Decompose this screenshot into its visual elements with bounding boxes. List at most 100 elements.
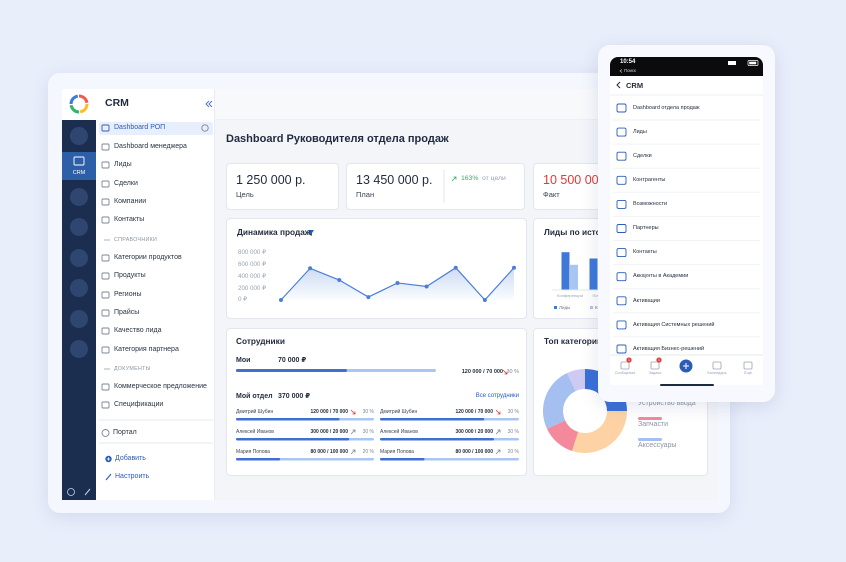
nav-item: Регионы bbox=[114, 290, 142, 298]
bar bbox=[570, 264, 578, 290]
legend-label: Лиды bbox=[559, 304, 571, 310]
employee-change: 30 % bbox=[362, 409, 374, 415]
status-signal bbox=[728, 61, 736, 65]
nav-item: Dashboard РОП bbox=[114, 123, 166, 131]
point bbox=[453, 265, 458, 270]
y-tick-label: 600 000 ₽ bbox=[238, 261, 267, 269]
employee-name: Алексей Иванов bbox=[236, 429, 274, 435]
legend-label: Запчасти bbox=[638, 420, 669, 428]
nav-item: Контакты bbox=[114, 215, 145, 223]
menu-item[interactable]: Контакты bbox=[633, 249, 657, 256]
page-title: Dashboard Руководителя отдела продаж bbox=[226, 133, 449, 146]
nav-item: Dashboard менеджера bbox=[114, 142, 187, 150]
menu-item[interactable]: Контрагенты bbox=[633, 177, 666, 183]
y-tick-label: 400 000 ₽ bbox=[238, 272, 267, 280]
active-item[interactable] bbox=[99, 122, 213, 135]
section-heading: ДОКУМЕНТЫ bbox=[114, 365, 151, 372]
menu-icon bbox=[616, 296, 627, 306]
menu-item[interactable]: Dashboard отдела продаж bbox=[633, 104, 700, 111]
section-heading: СПРАВОЧНИКИ bbox=[114, 236, 158, 243]
kpi-card bbox=[226, 163, 339, 210]
menu-icon bbox=[616, 224, 627, 233]
configure-button: Настроить bbox=[115, 472, 150, 480]
employee-change: 20 % bbox=[362, 449, 374, 455]
kpi-change-note: от цели bbox=[482, 174, 506, 182]
menu-icon bbox=[616, 344, 627, 354]
tab-icon bbox=[743, 361, 753, 370]
icon bbox=[101, 272, 110, 280]
rail-button bbox=[70, 127, 88, 145]
donut-segment bbox=[572, 411, 627, 453]
trend-up-icon bbox=[495, 429, 501, 435]
menu-item[interactable]: Лиды bbox=[633, 128, 647, 135]
all-employees-link[interactable]: Все сотрудники bbox=[475, 393, 519, 400]
rail-button bbox=[70, 279, 88, 297]
point bbox=[337, 278, 342, 283]
nav-item: Категории продуктов bbox=[114, 253, 182, 261]
icon bbox=[101, 180, 110, 188]
sidebar-title: CRM bbox=[105, 96, 129, 109]
status-time: 10:54 bbox=[620, 59, 636, 66]
menu-item[interactable]: Партнеры bbox=[633, 225, 659, 232]
y-tick-label: 800 000 ₽ bbox=[238, 249, 267, 257]
employee-name: Дмитрий Шубин bbox=[380, 409, 418, 415]
status-bar bbox=[610, 57, 763, 76]
chart-title: Лиды по источникам bbox=[544, 227, 631, 238]
menu-icon bbox=[616, 175, 627, 185]
rail-tool bbox=[84, 488, 91, 496]
icon bbox=[101, 254, 110, 262]
kpi-label: План bbox=[356, 189, 375, 199]
configure-icon bbox=[105, 473, 112, 481]
kpi-value: 13 450 000 р. bbox=[356, 172, 433, 187]
settings-icon bbox=[201, 124, 209, 132]
mobile-title: CRM bbox=[626, 80, 644, 90]
rail-button bbox=[70, 188, 88, 206]
menu-item[interactable]: Активации bbox=[633, 297, 660, 304]
badge-count: 1 bbox=[628, 357, 630, 362]
rail-add bbox=[67, 488, 75, 496]
icon bbox=[101, 161, 110, 169]
menu-icon bbox=[616, 103, 627, 113]
tab-icon bbox=[650, 361, 660, 370]
donut-segment bbox=[567, 369, 585, 392]
trend-up-icon bbox=[350, 449, 356, 455]
point bbox=[279, 298, 283, 302]
filter-icon bbox=[308, 230, 314, 236]
portal-icon bbox=[101, 429, 110, 437]
employee-amount: 370 000 ₽ bbox=[278, 392, 311, 400]
point bbox=[366, 295, 371, 300]
nav-item: Качество лида bbox=[114, 326, 162, 334]
nav-item: Портал bbox=[113, 428, 137, 436]
menu-item[interactable]: Аккаунты в Академии bbox=[633, 273, 689, 280]
chart-title: Динамика продаж bbox=[237, 227, 311, 238]
tab-label: Сообщения bbox=[614, 370, 636, 375]
donut-segment bbox=[546, 420, 579, 451]
nav-item: Сделки bbox=[114, 179, 138, 187]
trend-up-icon bbox=[451, 176, 457, 182]
employee-name: Мария Попова bbox=[236, 449, 270, 455]
icon bbox=[101, 143, 110, 151]
employees-panel bbox=[226, 328, 527, 476]
logo bbox=[69, 104, 80, 114]
menu-item[interactable]: Активация Бизнес-решений bbox=[633, 345, 705, 352]
menu-item[interactable]: Сделки bbox=[633, 152, 652, 159]
menu-icon bbox=[616, 272, 627, 282]
nav-item: Прайсы bbox=[114, 308, 140, 316]
employee-amount: 70 000 ₽ bbox=[278, 356, 307, 364]
add-icon bbox=[106, 457, 111, 461]
chart-title: Топ категорий bbox=[544, 336, 603, 347]
menu-item[interactable]: Возможности bbox=[633, 201, 668, 208]
progress-fill bbox=[236, 458, 281, 461]
menu-item[interactable]: Активация Системных решений bbox=[633, 321, 715, 328]
point bbox=[395, 280, 400, 285]
back-icon bbox=[616, 81, 621, 89]
kpi-change: 163% bbox=[461, 174, 479, 182]
trend-down-icon bbox=[502, 369, 508, 375]
nav-item: Лиды bbox=[114, 160, 132, 168]
panel-title: Сотрудники bbox=[236, 336, 285, 347]
menu-icon bbox=[616, 199, 627, 209]
